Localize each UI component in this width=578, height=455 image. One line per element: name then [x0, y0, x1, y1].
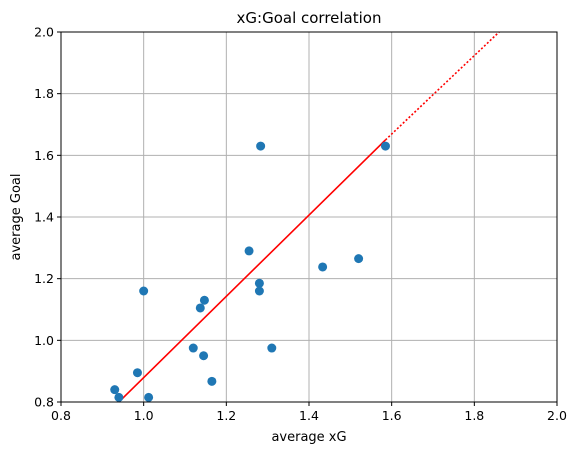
data-point: [144, 392, 154, 402]
y-axis-label: average Goal: [9, 174, 24, 261]
data-point: [244, 246, 254, 256]
trend-line-solid: [118, 139, 387, 403]
data-point: [188, 343, 198, 353]
y-tick-label: 1.0: [34, 333, 54, 348]
chart-title: xG:Goal correlation: [237, 9, 382, 27]
data-points: [110, 141, 390, 402]
y-tick-label: 1.4: [34, 210, 54, 225]
y-tick-label: 0.8: [34, 395, 54, 410]
x-tick-label: 1.4: [299, 408, 319, 423]
y-tick-label: 1.6: [34, 148, 54, 163]
data-point: [254, 286, 264, 296]
x-axis-label: average xG: [271, 430, 346, 445]
y-tick-label: 1.2: [34, 271, 54, 286]
x-tick-label: 1.0: [134, 408, 154, 423]
data-point: [199, 351, 209, 361]
y-tick-label: 2.0: [34, 25, 54, 40]
data-point: [139, 286, 149, 296]
data-point: [207, 376, 217, 386]
x-tick-label: 1.6: [382, 408, 402, 423]
data-point: [199, 295, 209, 305]
data-point: [318, 262, 328, 272]
data-point: [114, 392, 124, 402]
x-tick-label: 2.0: [547, 408, 567, 423]
trend-line-group: [118, 31, 500, 403]
y-tick-label: 1.8: [34, 86, 54, 101]
x-tick-label: 1.2: [216, 408, 236, 423]
trend-line-dotted: [384, 31, 500, 141]
data-point: [110, 385, 120, 395]
data-point: [254, 278, 264, 288]
grid: [60, 31, 558, 403]
data-point: [380, 141, 390, 151]
data-point: [267, 343, 277, 353]
data-point: [195, 303, 205, 313]
x-tick-label: 0.8: [51, 408, 71, 423]
axis-ticks: 0.8 1.0 1.2 1.4 1.6 1.8 2.0 0.8 1.0 1.2 1.4 1.6 1.8 2…: [34, 25, 567, 424]
data-point: [256, 141, 266, 151]
data-point: [354, 254, 364, 264]
data-point: [132, 368, 142, 378]
x-tick-label: 1.8: [464, 408, 484, 423]
